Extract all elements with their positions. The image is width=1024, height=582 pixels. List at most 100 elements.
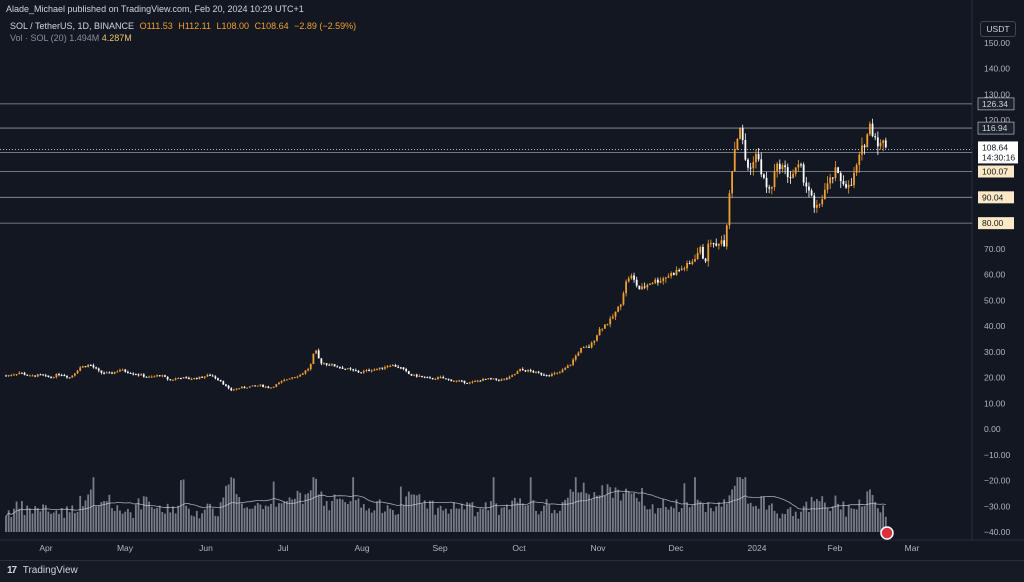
volume-bar (882, 505, 885, 532)
volume-bar (717, 502, 720, 532)
candle-body (259, 384, 262, 386)
candle-body (227, 385, 230, 389)
tradingview-brand[interactable]: 17 TradingView (7, 565, 78, 576)
volume-bar (111, 508, 113, 532)
volume-bar (304, 494, 307, 532)
candle-body (299, 374, 302, 377)
volume-bar (593, 492, 596, 532)
volume-bar (132, 517, 135, 532)
volume-bar (370, 512, 373, 532)
candle-body (588, 346, 590, 348)
volume-bar (643, 505, 646, 532)
candle-body (206, 374, 209, 377)
volume-bar (675, 499, 678, 532)
countdown-label: 14:30:16 (982, 152, 1015, 162)
volume-bar (553, 509, 556, 532)
candle-body (797, 164, 800, 168)
volume-bar (662, 499, 665, 532)
volume-bar (341, 499, 344, 532)
candle-body (577, 352, 580, 356)
volume-bar (789, 507, 792, 532)
volume-bar (580, 492, 582, 532)
volume-bar (490, 501, 492, 532)
high-value: H112.11 (178, 21, 211, 31)
volume-bar (243, 508, 246, 532)
volume-bar (286, 501, 288, 532)
level-badge (977, 97, 1015, 111)
candle-body (108, 372, 111, 374)
volume-bar (164, 513, 166, 532)
volume-bar (421, 503, 423, 532)
candle-body (521, 369, 524, 371)
candle-body (540, 372, 543, 375)
y-tick-label: −10.00 (984, 450, 1011, 460)
volume-bar (805, 501, 808, 532)
volume-bar (622, 493, 625, 532)
volume-bar (500, 507, 503, 532)
candle-body (434, 378, 437, 380)
volume-bar (190, 515, 193, 532)
volume-bar (503, 507, 506, 532)
volume-bar (519, 498, 521, 532)
candle-body (5, 375, 7, 377)
symbol-name[interactable]: SOL / TetherUS, 1D, BINANCE (10, 21, 135, 31)
candle-body (296, 376, 299, 378)
candle-body (492, 378, 495, 380)
y-tick-label: 150.00 (984, 38, 1010, 48)
candle-body (323, 363, 325, 365)
candle-body (680, 268, 683, 271)
candle-body (874, 136, 877, 138)
candle-body (158, 375, 161, 377)
volume-bar (749, 502, 752, 532)
volume-bar (574, 477, 577, 532)
volume-bar (800, 511, 802, 532)
volume-bar (381, 512, 384, 532)
volume-bar (524, 505, 527, 532)
volume-bar (89, 489, 92, 532)
volume-bar (278, 503, 280, 532)
candle-body (808, 186, 810, 191)
level-badge (977, 121, 1015, 135)
candle-body (598, 328, 601, 336)
candle-body (474, 380, 476, 382)
candle-body (142, 374, 145, 377)
volume-bar (699, 501, 702, 532)
candle-body (638, 285, 641, 290)
volume-bar (614, 487, 617, 532)
candle-body (415, 374, 418, 377)
candle-body (304, 370, 307, 374)
candle-body (479, 380, 482, 382)
candle-body (230, 388, 233, 391)
candle-body (569, 364, 572, 366)
candle-body (614, 311, 617, 317)
candle-body (643, 286, 646, 288)
candle-body (187, 377, 190, 380)
candle-body (256, 385, 259, 387)
volume-bar (884, 516, 887, 532)
volume-bar (429, 500, 431, 532)
candle-body (243, 386, 246, 388)
volume-bar (246, 507, 249, 532)
volume-bar (225, 485, 227, 532)
price-chart[interactable]: 150.00140.00130.00120.00110.00100.0090.0… (0, 0, 1024, 560)
candle-body (251, 385, 254, 387)
volume-bar (264, 505, 267, 532)
candle-body (219, 379, 222, 382)
candle-body (551, 374, 553, 376)
volume-bar (95, 506, 97, 532)
candle-body (694, 259, 696, 262)
candle-body (556, 372, 559, 374)
volume-bar (516, 502, 519, 532)
candle-body (161, 375, 164, 377)
candle-body (103, 372, 105, 374)
currency-button[interactable]: USDT (980, 21, 1016, 37)
candle-body (503, 378, 506, 380)
volume-bar (450, 508, 453, 532)
volume-bar (747, 503, 749, 532)
level-label: 80.00 (982, 218, 1004, 228)
candle-body (360, 372, 362, 374)
volume-label[interactable]: Vol · SOL (20) (10, 33, 67, 43)
candle-body (786, 167, 789, 177)
volume-bar (744, 477, 747, 532)
